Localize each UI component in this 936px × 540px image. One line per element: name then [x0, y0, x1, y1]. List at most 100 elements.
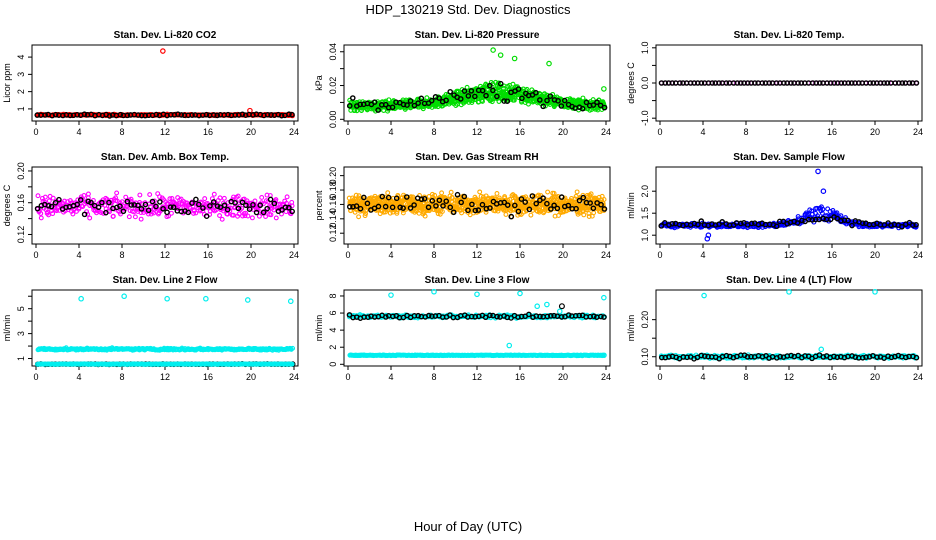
- data-point: [428, 97, 435, 104]
- panel-title: Stan. Dev. Li-820 CO2: [114, 30, 217, 41]
- data-point: [415, 100, 421, 106]
- data-point: [411, 102, 418, 109]
- data-point: [483, 92, 489, 99]
- data-point: [149, 198, 156, 205]
- data-point: [110, 213, 116, 219]
- data-point: [357, 101, 364, 108]
- data-point: [119, 199, 125, 205]
- data-point: [48, 203, 55, 210]
- data-point: [243, 202, 249, 209]
- data-point: [363, 208, 369, 214]
- y-tick-label: 0.16: [328, 196, 338, 214]
- data-point: [85, 211, 91, 217]
- series-hourly: [658, 80, 920, 86]
- panel-ylabel: percent: [314, 190, 324, 221]
- data-point: [495, 208, 501, 214]
- data-point: [50, 195, 56, 201]
- data-point: [178, 196, 184, 202]
- data-point: [81, 192, 87, 198]
- data-point: [594, 99, 600, 106]
- y-tick-label: 5: [16, 306, 26, 311]
- data-point: [268, 212, 274, 218]
- data-point: [195, 201, 202, 208]
- y-tick-label: -1.0: [640, 110, 650, 126]
- data-point: [422, 213, 428, 219]
- x-tick-label: 4: [76, 250, 81, 260]
- outlier-point: [558, 303, 565, 310]
- data-point: [221, 202, 228, 209]
- data-point: [250, 202, 256, 208]
- data-point: [899, 80, 906, 86]
- data-point: [253, 209, 260, 216]
- data-point: [46, 198, 52, 204]
- panel-ylabel: ml/min: [314, 315, 324, 342]
- panel-title: Stan. Dev. Li-820 Pressure: [415, 30, 540, 41]
- series-hourly: [346, 80, 608, 113]
- data-point: [591, 210, 597, 216]
- x-tick-label: 20: [870, 127, 880, 137]
- data-point: [698, 80, 705, 86]
- data-point: [246, 206, 253, 212]
- data-point: [346, 103, 353, 109]
- data-point: [211, 191, 217, 197]
- series-primary: [659, 168, 919, 242]
- panel-ylabel: ml/min: [626, 192, 636, 219]
- panel-ylabel: kPa: [314, 75, 324, 91]
- data-point: [168, 210, 174, 216]
- x-tick-label: 0: [345, 250, 350, 260]
- data-point: [175, 111, 181, 117]
- data-point: [677, 80, 683, 86]
- x-tick-label: 24: [289, 372, 299, 382]
- outlier-point: [160, 48, 166, 54]
- y-tick-label: 1: [16, 356, 26, 361]
- data-point: [387, 210, 393, 216]
- data-point: [449, 195, 455, 200]
- outlier-point: [601, 294, 607, 301]
- data-point: [744, 80, 751, 86]
- outlier-point: [121, 293, 127, 300]
- y-tick-label: 6: [328, 311, 338, 316]
- data-point: [561, 97, 568, 104]
- data-point: [245, 213, 251, 219]
- data-point: [252, 198, 258, 204]
- outlier-point: [601, 86, 607, 92]
- data-point: [439, 190, 445, 196]
- data-point: [555, 98, 561, 104]
- data-point: [400, 210, 406, 216]
- data-point: [235, 205, 242, 212]
- series-hourly: [34, 111, 295, 119]
- data-point: [547, 93, 554, 99]
- data-point: [243, 210, 249, 216]
- data-point: [81, 211, 88, 218]
- data-point: [448, 189, 454, 195]
- data-point: [126, 214, 132, 220]
- panel-ylabel: Licor ppm: [2, 63, 12, 103]
- y-tick-label: 2.0: [640, 185, 650, 198]
- data-point: [447, 88, 454, 95]
- data-point: [106, 113, 113, 119]
- x-tick-label: 4: [700, 250, 705, 260]
- data-point: [85, 191, 91, 197]
- panel-title: Stan. Dev. Li-820 Temp.: [734, 30, 845, 41]
- x-tick-label: 4: [76, 372, 81, 382]
- data-point: [124, 112, 131, 119]
- outlier-point: [544, 301, 550, 308]
- data-point: [147, 192, 153, 198]
- outlier-point: [244, 297, 251, 303]
- outlier-point: [388, 292, 394, 298]
- data-point: [157, 199, 163, 205]
- y-tick-label: 0.18: [328, 181, 338, 199]
- data-point: [67, 112, 73, 119]
- x-tick-label: 12: [160, 372, 170, 382]
- y-tick-label: 0.14: [328, 210, 338, 228]
- data-point: [221, 195, 227, 201]
- series-hourly: [34, 196, 295, 220]
- data-point: [766, 80, 772, 86]
- x-tick-label: 20: [558, 127, 568, 137]
- data-point: [528, 212, 534, 218]
- data-point: [457, 96, 464, 102]
- x-tick-label: 24: [601, 127, 611, 137]
- data-point: [662, 80, 669, 86]
